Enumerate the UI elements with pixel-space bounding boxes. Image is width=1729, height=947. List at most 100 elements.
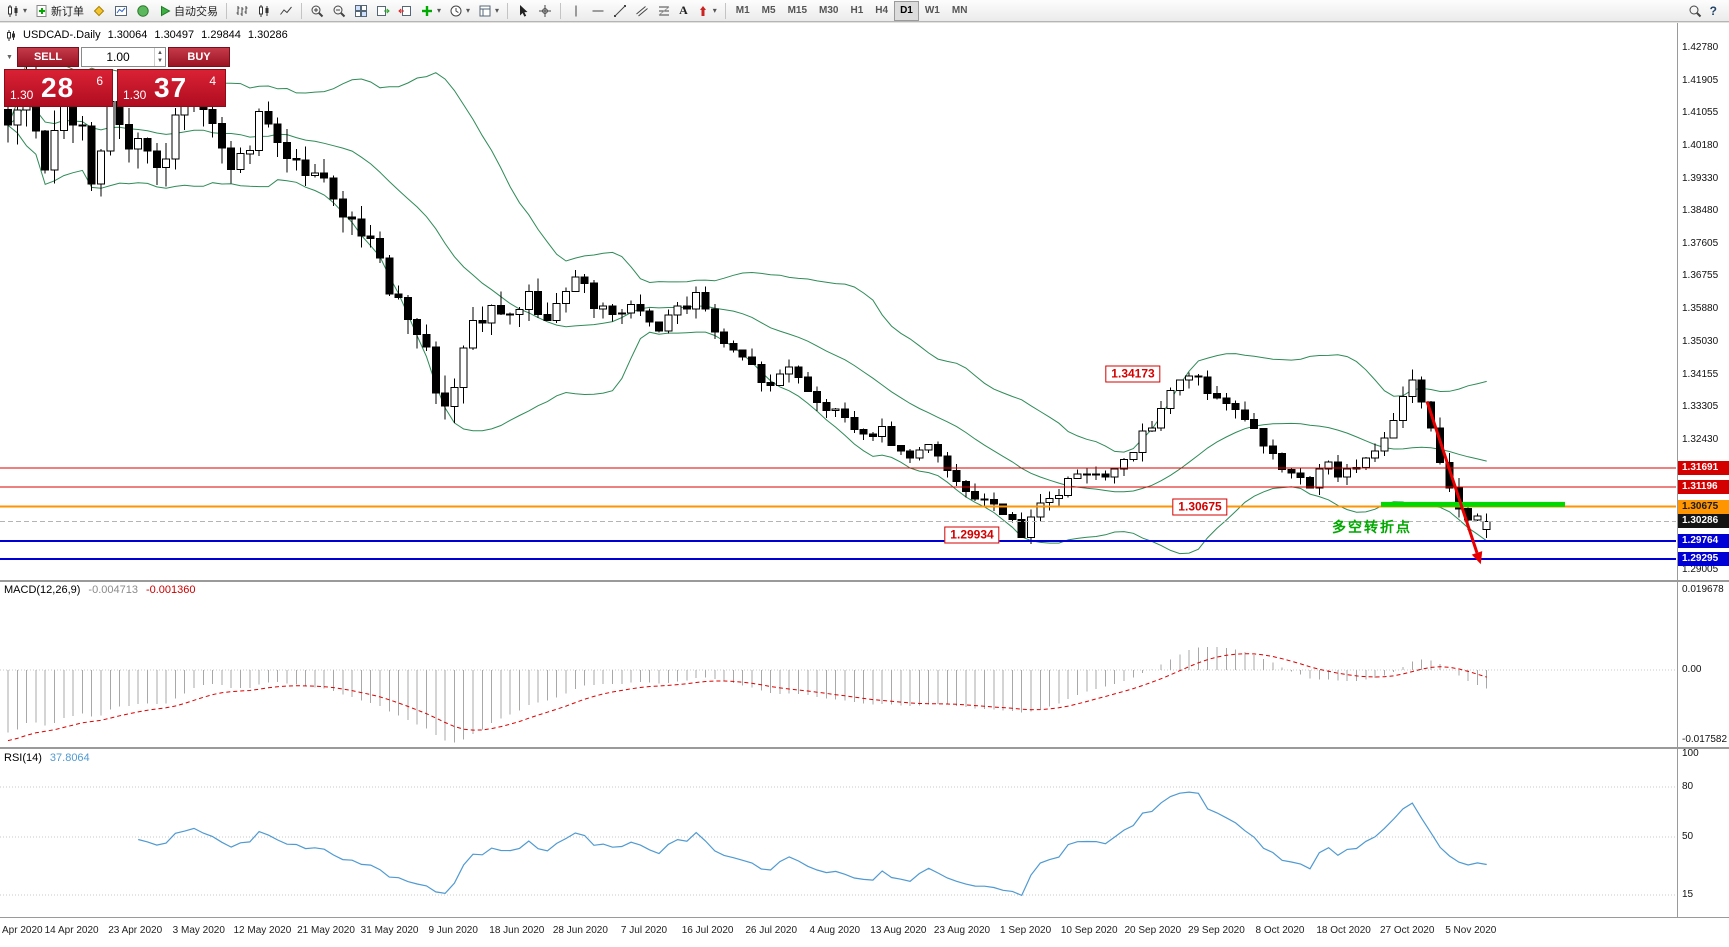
autotrading-button[interactable]: 自动交易 <box>154 1 222 21</box>
spinner-up-icon[interactable]: ▲ <box>157 50 163 56</box>
volume-value[interactable]: 1.00 <box>106 50 130 64</box>
price-tick-label: 1.36755 <box>1682 270 1719 281</box>
search-button[interactable] <box>1684 1 1706 21</box>
buy-button[interactable]: BUY <box>168 47 230 67</box>
rsi-name: RSI(14) <box>4 752 42 764</box>
timeframe-h1-button[interactable]: H1 <box>844 1 869 21</box>
spinner-down-icon[interactable]: ▼ <box>157 58 163 64</box>
panel-separator[interactable] <box>0 747 1729 749</box>
candles-layer <box>4 56 1491 545</box>
help-button[interactable]: ? <box>1706 1 1721 21</box>
zoom-in-icon <box>311 5 324 17</box>
date-label: 10 Sep 2020 <box>1060 925 1118 936</box>
rsi-value: 37.8064 <box>49 752 90 764</box>
date-label: 5 Nov 2020 <box>1445 925 1497 936</box>
chart-shift-icon <box>398 5 412 16</box>
buy-price-prefix: 1.30 <box>123 88 147 102</box>
new-chart-button[interactable]: ▾ <box>2 1 31 21</box>
timeframe-d1-button[interactable]: D1 <box>894 0 919 21</box>
bollinger-bands[interactable] <box>7 59 1487 555</box>
price-tick-label: 1.38480 <box>1682 205 1719 216</box>
cursor-button[interactable] <box>512 1 534 21</box>
price-tick-label: 1.41055 <box>1682 107 1719 118</box>
macd-histogram <box>7 646 1488 743</box>
price-callout[interactable]: 1.30675 <box>1172 498 1228 516</box>
rsi-panel: RSI(14) 37.8064 <box>0 750 1676 917</box>
auto-scroll-icon <box>377 5 390 16</box>
date-label: 9 Jun 2020 <box>428 925 478 936</box>
price-chart[interactable] <box>0 23 1676 580</box>
new-order-button[interactable]: 新订单 <box>31 1 88 21</box>
text-label-button[interactable]: A <box>675 1 692 21</box>
metaeditor-button[interactable] <box>88 1 110 21</box>
channel-button[interactable] <box>631 1 653 21</box>
autotrading-play-icon <box>161 5 171 16</box>
volume-field[interactable]: 1.00 ▲ ▼ <box>81 47 166 67</box>
channel-icon <box>636 5 648 16</box>
date-label: 29 Sep 2020 <box>1188 925 1245 936</box>
zoom-out-button[interactable] <box>328 1 350 21</box>
pivot-zone-highlight[interactable] <box>1381 501 1565 507</box>
vertical-line-button[interactable] <box>565 1 587 21</box>
templates-button[interactable]: ▾ <box>474 1 503 21</box>
price-tick-label: 1.42780 <box>1682 42 1719 53</box>
line-chart-button[interactable] <box>275 1 297 21</box>
macd-chart[interactable] <box>0 582 1676 747</box>
timeframe-mn-button[interactable]: MN <box>946 1 974 21</box>
timeframe-m15-button[interactable]: M15 <box>782 1 813 21</box>
ohlc-high: 1.30497 <box>154 29 195 41</box>
trend-arrow[interactable] <box>1425 400 1486 566</box>
price-callout[interactable]: 1.29934 <box>944 526 1000 544</box>
search-icon <box>1689 5 1701 17</box>
ohlc-low: 1.29844 <box>201 29 241 41</box>
price-level-badge: 1.31691 <box>1678 461 1729 475</box>
market-watch-button[interactable] <box>110 1 132 21</box>
arrows-button[interactable]: ▾ <box>692 1 721 21</box>
navigator-button[interactable] <box>132 1 154 21</box>
price-callout[interactable]: 1.34173 <box>1105 365 1161 383</box>
rsi-chart[interactable] <box>0 750 1676 917</box>
metaeditor-icon <box>93 5 105 16</box>
symbol-period-label: USDCAD-.Daily <box>23 29 101 41</box>
one-click-collapse-button[interactable]: ▼ <box>4 47 15 67</box>
horizontal-line-button[interactable] <box>587 1 609 21</box>
tile-windows-button[interactable] <box>350 1 372 21</box>
panel-separator <box>0 917 1729 918</box>
bar-chart-button[interactable] <box>231 1 253 21</box>
price-tick-label: 1.35030 <box>1682 336 1719 347</box>
date-label: 28 Jun 2020 <box>552 925 608 936</box>
indicators-button[interactable]: ▾ <box>416 1 445 21</box>
periods-button[interactable]: ▾ <box>445 1 474 21</box>
main-toolbar: ▾ 新订单 自动交易 ▾ ▾ <box>0 0 1729 22</box>
chart-shift-button[interactable] <box>394 1 416 21</box>
trendline-button[interactable] <box>609 1 631 21</box>
auto-scroll-button[interactable] <box>372 1 394 21</box>
rsi-label: RSI(14) 37.8064 <box>4 752 90 764</box>
toolbar-right-group: ? <box>1684 1 1721 21</box>
sell-button[interactable]: SELL <box>17 47 79 67</box>
buy-price-box[interactable]: 1.30 37 4 <box>117 69 226 107</box>
pivot-annotation[interactable]: 多空转折点 <box>1332 519 1412 535</box>
chevron-down-icon: ▾ <box>712 6 717 15</box>
timeframe-m1-button[interactable]: M1 <box>730 1 756 21</box>
time-axis[interactable]: Apr 2020 14 Apr 2020 23 Apr 2020 3 May 2020… <box>0 919 1729 947</box>
timeframe-m30-button[interactable]: M30 <box>813 1 844 21</box>
horizontal-price-lines[interactable] <box>0 467 1676 560</box>
price-axis[interactable]: 1.42780 1.41905 1.41055 1.40180 1.39330 1.384… <box>1677 23 1729 918</box>
volume-spinner[interactable]: ▲ ▼ <box>154 48 165 66</box>
timeframe-h4-button[interactable]: H4 <box>869 1 894 21</box>
candlestick-chart-button[interactable] <box>253 1 275 21</box>
date-label: 12 May 2020 <box>233 925 292 936</box>
rsi-scale-label: 15 <box>1682 889 1694 900</box>
zoom-in-button[interactable] <box>306 1 328 21</box>
panel-separator[interactable] <box>0 580 1729 582</box>
fibonacci-button[interactable] <box>653 1 675 21</box>
template-icon <box>479 5 491 16</box>
timeframe-m5-button[interactable]: M5 <box>756 1 782 21</box>
date-label: 20 Sep 2020 <box>1124 925 1182 936</box>
price-level-badge: 1.30286 <box>1678 514 1729 528</box>
macd-signal-line <box>7 653 1487 742</box>
timeframe-w1-button[interactable]: W1 <box>919 1 946 21</box>
crosshair-button[interactable] <box>534 1 556 21</box>
sell-price-box[interactable]: 1.30 28 6 <box>4 69 113 107</box>
